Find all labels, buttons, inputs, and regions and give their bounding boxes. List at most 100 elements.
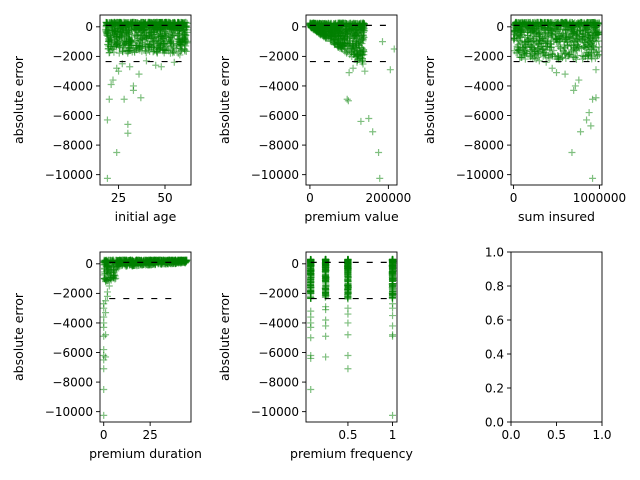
x-axis-label: initial age bbox=[115, 209, 177, 224]
data-point bbox=[169, 47, 177, 55]
outlier-point bbox=[585, 109, 593, 117]
y-tick-label: 0 bbox=[291, 20, 299, 34]
outlier-point bbox=[107, 80, 115, 88]
data-point bbox=[180, 19, 188, 27]
y-tick-label: −10000 bbox=[456, 168, 504, 182]
outlier-point bbox=[357, 117, 365, 125]
data-point bbox=[522, 47, 530, 55]
data-point bbox=[589, 33, 597, 41]
data-point bbox=[122, 262, 130, 270]
outlier-point bbox=[102, 331, 110, 339]
data-point bbox=[547, 41, 555, 49]
data-point bbox=[145, 22, 153, 30]
data-point bbox=[535, 30, 543, 38]
y-tick-label: −2000 bbox=[52, 50, 93, 64]
data-point bbox=[307, 260, 315, 268]
outlier-point bbox=[322, 316, 330, 324]
outlier-point bbox=[105, 95, 113, 103]
y-tick-label: 0 bbox=[496, 20, 504, 34]
data-point bbox=[530, 33, 538, 41]
y-tick-label: −8000 bbox=[52, 138, 93, 152]
data-point bbox=[572, 31, 580, 39]
y-tick-label: −10000 bbox=[45, 168, 93, 182]
outlier-point bbox=[176, 51, 184, 59]
data-point bbox=[108, 27, 116, 35]
outlier-point bbox=[577, 128, 585, 136]
data-point bbox=[350, 43, 358, 51]
data-point bbox=[133, 23, 141, 31]
data-point bbox=[141, 34, 149, 42]
data-point bbox=[178, 27, 186, 35]
outlier-point bbox=[100, 411, 108, 419]
data-point bbox=[572, 55, 580, 63]
data-point bbox=[140, 21, 148, 29]
data-point bbox=[120, 39, 128, 47]
y-tick-label: 0.4 bbox=[485, 347, 504, 361]
x-axis-label: premium value bbox=[304, 209, 399, 224]
outlier-point bbox=[386, 66, 394, 74]
data-point bbox=[584, 55, 592, 63]
data-point bbox=[105, 262, 113, 270]
data-point bbox=[168, 37, 176, 45]
outlier-point bbox=[344, 310, 352, 318]
data-point bbox=[321, 293, 329, 301]
data-point bbox=[332, 19, 340, 27]
axes-frame bbox=[510, 14, 603, 186]
data-point bbox=[347, 49, 355, 57]
data-point bbox=[309, 25, 317, 33]
data-point bbox=[542, 51, 550, 59]
outlier-point bbox=[376, 174, 384, 182]
data-point bbox=[161, 28, 169, 36]
data-point bbox=[534, 19, 542, 27]
data-point bbox=[134, 32, 142, 40]
outlier-point bbox=[592, 66, 600, 74]
x-tick-label: 50 bbox=[157, 191, 172, 205]
data-point bbox=[554, 52, 562, 60]
data-point bbox=[519, 26, 527, 34]
y-tick-label: −8000 bbox=[52, 375, 93, 389]
data-point bbox=[150, 34, 158, 42]
data-point bbox=[389, 274, 397, 282]
outlier-point bbox=[105, 282, 113, 290]
x-tick-label: 25 bbox=[143, 428, 158, 442]
x-tick-label: 200000 bbox=[365, 191, 411, 205]
data-point bbox=[583, 40, 591, 48]
outlier-point bbox=[307, 313, 315, 321]
data-point bbox=[133, 46, 141, 54]
data-point bbox=[133, 258, 141, 266]
data-point bbox=[344, 265, 352, 273]
y-axis-label: absolute error bbox=[11, 292, 26, 381]
data-point bbox=[325, 25, 333, 33]
data-point bbox=[157, 38, 165, 46]
axes-frame bbox=[99, 14, 192, 186]
x-axis-label: sum insured bbox=[518, 209, 595, 224]
outlier-point bbox=[105, 273, 113, 281]
data-point bbox=[511, 36, 518, 44]
x-tick-label: 0.0 bbox=[501, 428, 520, 442]
data-point bbox=[322, 277, 330, 285]
x-tick-label: 0 bbox=[100, 428, 108, 442]
data-point bbox=[112, 256, 120, 264]
data-point bbox=[160, 259, 168, 267]
x-tick-label: 1.0 bbox=[592, 428, 611, 442]
outlier-point bbox=[389, 331, 397, 339]
outlier-point bbox=[103, 174, 111, 182]
data-point bbox=[162, 20, 170, 28]
data-point bbox=[113, 30, 121, 38]
data-point bbox=[389, 258, 397, 266]
data-point bbox=[590, 23, 598, 31]
x-tick-label: 0 bbox=[510, 191, 518, 205]
y-tick-label: −6000 bbox=[258, 346, 299, 360]
data-point bbox=[535, 40, 543, 48]
outlier-point bbox=[389, 322, 397, 330]
outlier-point bbox=[120, 95, 128, 103]
data-point bbox=[388, 291, 396, 299]
outlier-point bbox=[100, 365, 108, 373]
axes-frame bbox=[99, 251, 192, 423]
x-tick-label: 1 bbox=[389, 428, 397, 442]
data-point bbox=[581, 35, 589, 43]
data-point bbox=[544, 18, 552, 26]
data-point bbox=[179, 26, 187, 34]
data-point bbox=[516, 53, 524, 61]
data-point bbox=[169, 32, 177, 40]
